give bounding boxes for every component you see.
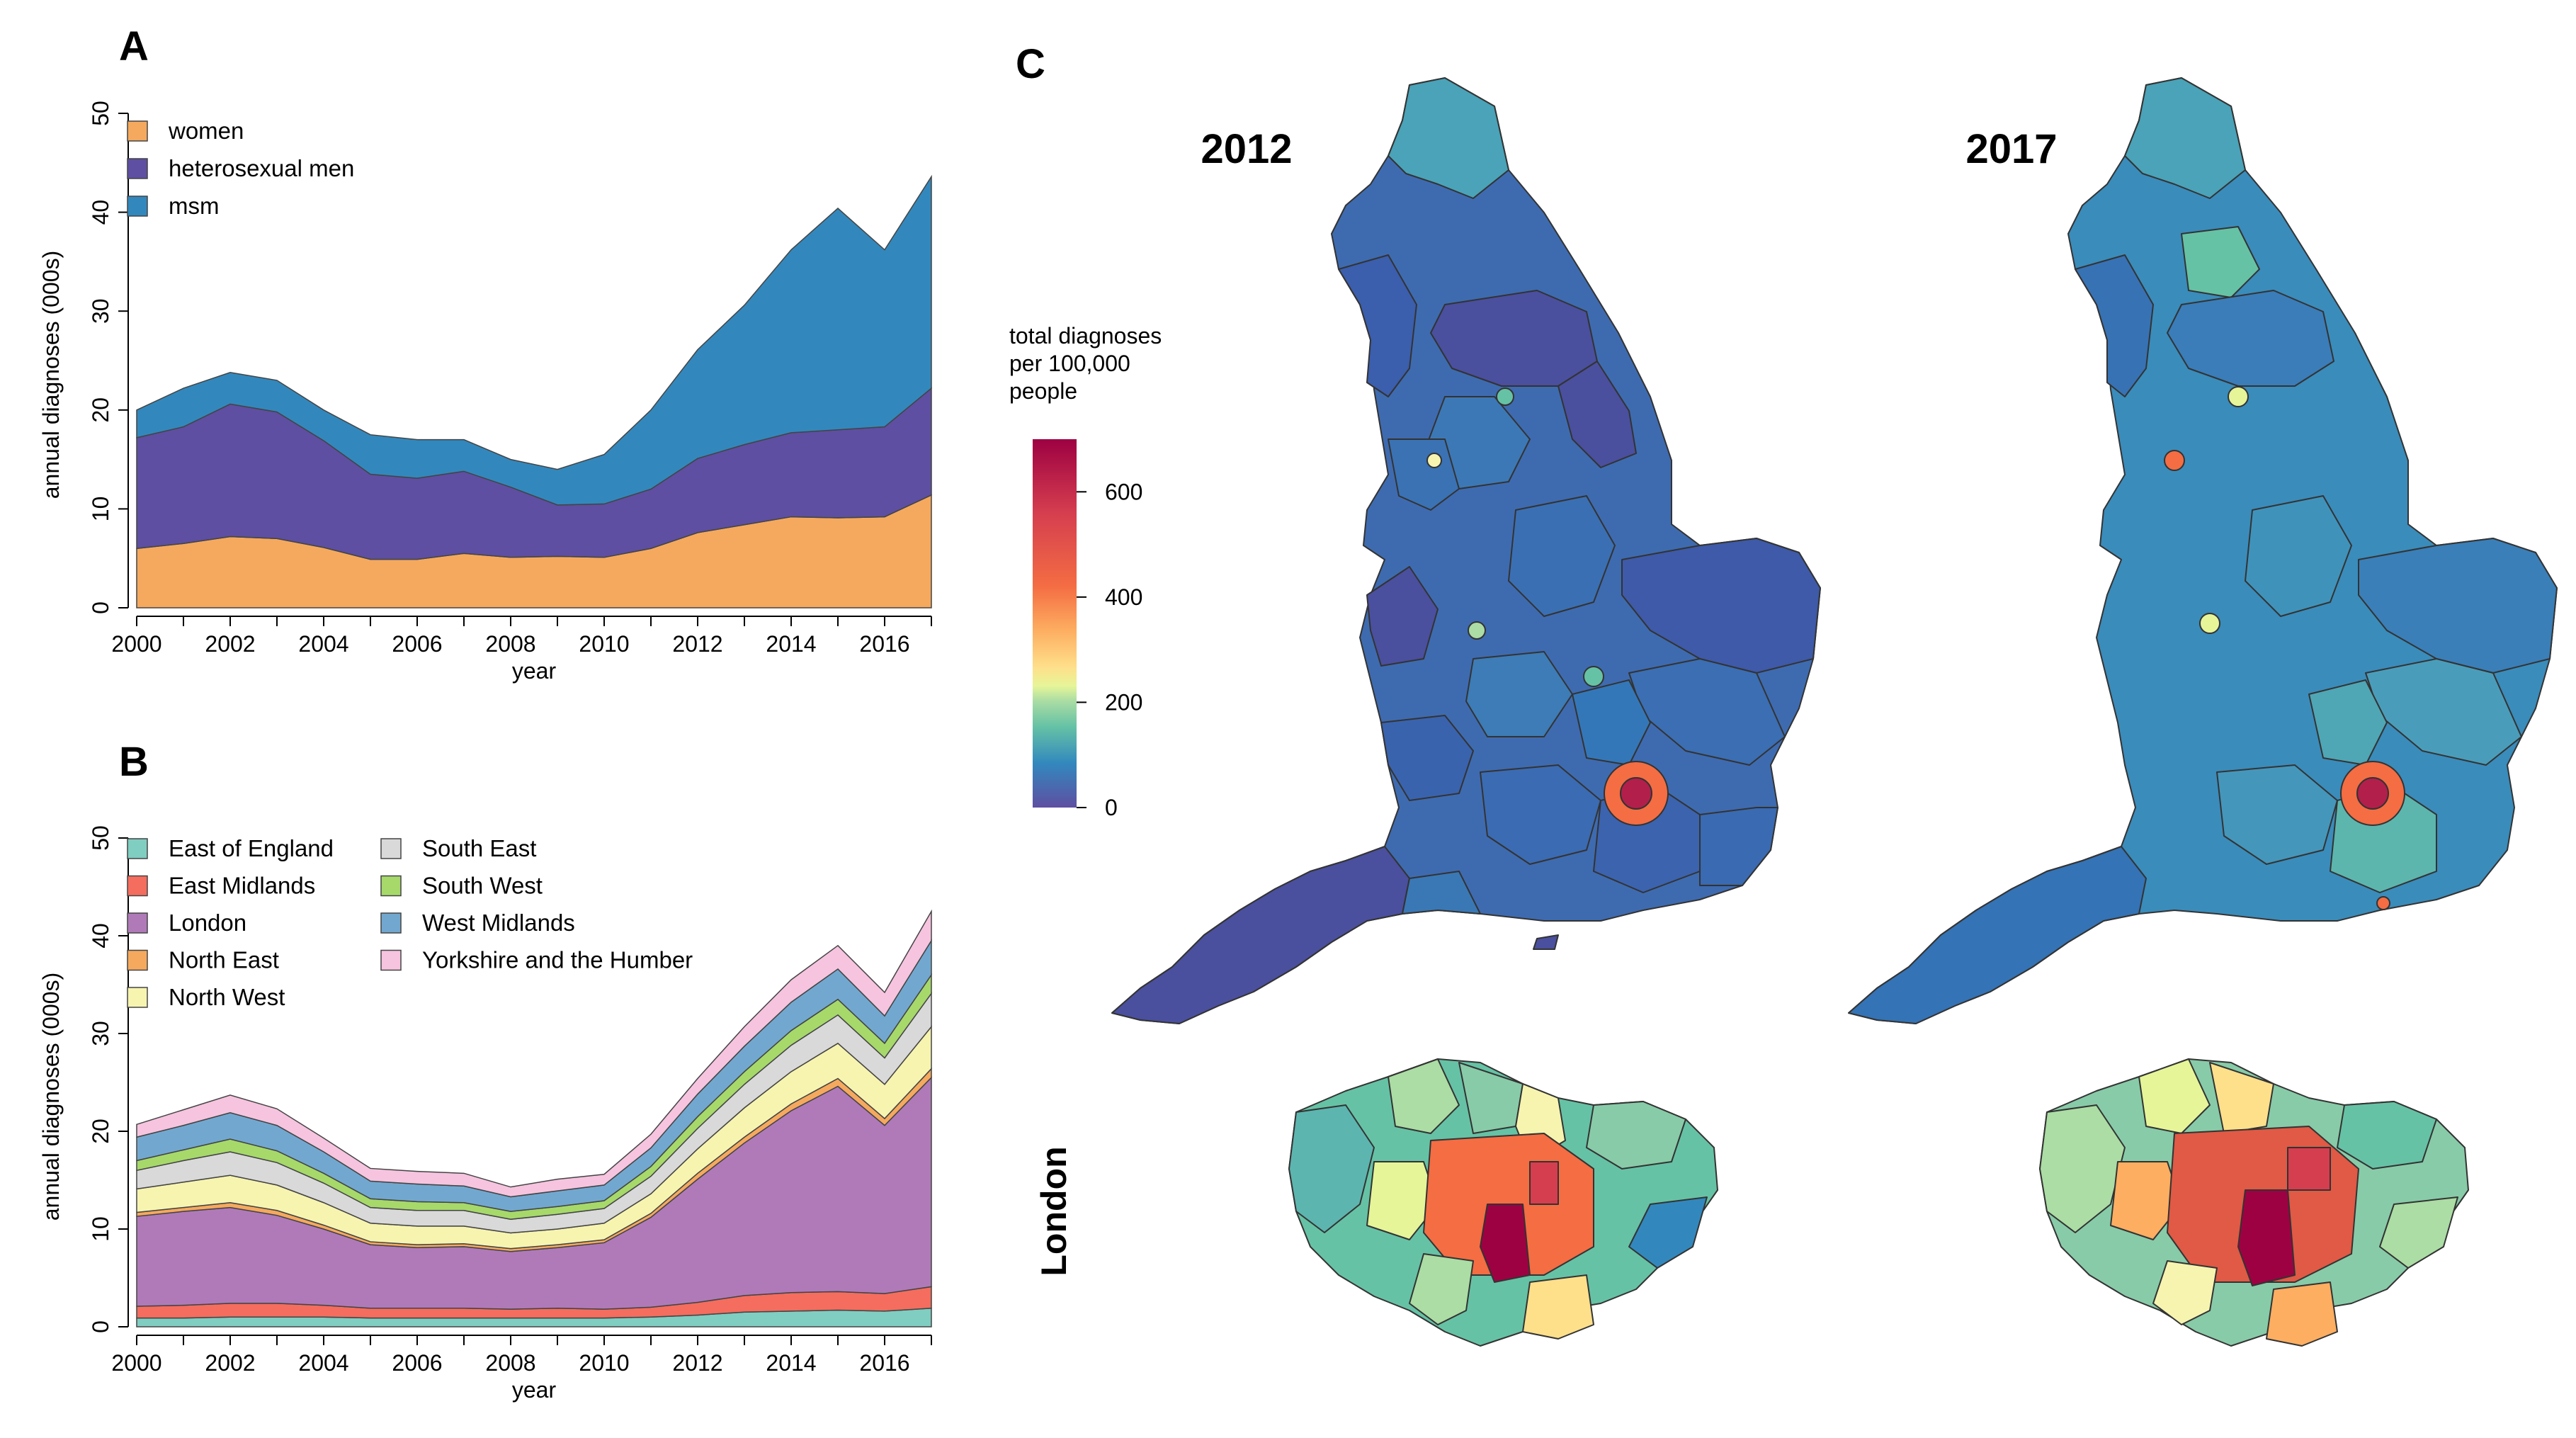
- y-tick-label-40: 40: [88, 923, 113, 949]
- x-tick-label-2008: 2008: [485, 631, 535, 657]
- area-msm: [136, 174, 932, 506]
- x-tick-label-2014: 2014: [766, 631, 816, 657]
- legend-swatch-east-of-england: [127, 838, 148, 859]
- colorbar-title-line-1: total diagnoses: [1009, 323, 1162, 349]
- map-year-2017: 2017: [1965, 126, 2057, 172]
- x-tick-label-2010: 2010: [579, 631, 629, 657]
- london-inset-2017: [2039, 1058, 2469, 1347]
- y-tick-label-20: 20: [88, 1119, 113, 1144]
- x-tick-label-2008: 2008: [485, 1350, 535, 1376]
- y-tick-label-20: 20: [88, 397, 113, 423]
- legend-label-women: women: [168, 118, 244, 144]
- y-tick-label-10: 10: [88, 1216, 113, 1242]
- y-tick-label-50: 50: [88, 101, 113, 126]
- panel-c-letter: C: [1016, 41, 1045, 87]
- x-tick-label-2000: 2000: [111, 631, 161, 657]
- panel-a-chart: 2000 2002 2004 2006 2008 2010 2012 2014 2016 0 10 2…: [38, 101, 932, 684]
- colorbar-title-line-2: per 100,000: [1009, 351, 1130, 376]
- legend-swatch-south-west: [380, 875, 402, 897]
- x-tick-label-2004: 2004: [298, 1350, 348, 1376]
- colorbar-tick-label-200: 200: [1105, 689, 1142, 715]
- x-tick-label-2006: 2006: [392, 1350, 442, 1376]
- england-map-2012: [1111, 77, 1821, 1024]
- panel-a-letter: A: [119, 23, 149, 69]
- x-tick-label-2014: 2014: [766, 1350, 816, 1376]
- x-axis-title: year: [512, 658, 557, 684]
- y-tick-label-30: 30: [88, 1021, 113, 1046]
- x-tick-label-2016: 2016: [859, 1350, 909, 1376]
- legend-swatch-south-east: [380, 838, 402, 859]
- london-inset-label: London: [1034, 1146, 1074, 1276]
- legend-label-yorkshire-and-the-humber: Yorkshire and the Humber: [422, 947, 693, 973]
- england-map-2017: [1848, 77, 2558, 1024]
- legend-label-south-west: South West: [422, 873, 543, 899]
- x-tick-label-2002: 2002: [205, 1350, 255, 1376]
- area-yorkshire-and-the-humber: [136, 909, 932, 1198]
- legend-label-east-of-england: East of England: [169, 835, 334, 861]
- colorbar-gradient: [1033, 439, 1077, 808]
- london-inset-2012: [1288, 1058, 1718, 1347]
- x-tick-label-2012: 2012: [672, 1350, 722, 1376]
- x-tick-label-2012: 2012: [672, 631, 722, 657]
- legend-swatch-north-east: [127, 949, 148, 971]
- colorbar: total diagnoses per 100,000 people 0 200 4…: [1009, 323, 1162, 820]
- legend-label-heterosexual-men: heterosexual men: [169, 155, 354, 181]
- map-year-2012: 2012: [1201, 126, 1292, 172]
- x-tick-label-2004: 2004: [298, 631, 348, 657]
- legend-swatch-london: [127, 912, 148, 934]
- x-tick-label-2000: 2000: [111, 1350, 161, 1376]
- legend-label-north-west: North West: [169, 984, 285, 1010]
- legend-label-west-midlands: West Midlands: [422, 910, 575, 936]
- legend-swatch-heterosexual-men: [127, 158, 148, 179]
- panel-b-chart: 2000 2002 2004 2006 2008 2010 2012 2014 2016 0 10 2…: [38, 825, 932, 1403]
- x-axis-title: year: [512, 1377, 557, 1403]
- y-axis-title: annual diagnoses (000s): [38, 973, 64, 1221]
- legend-label-msm: msm: [169, 193, 219, 219]
- y-tick-label-40: 40: [88, 200, 113, 225]
- legend-swatch-west-midlands: [380, 912, 402, 934]
- y-tick-label-0: 0: [88, 1320, 113, 1333]
- colorbar-tick-label-400: 400: [1105, 584, 1142, 610]
- legend-label-east-midlands: East Midlands: [169, 873, 315, 899]
- y-tick-label-50: 50: [88, 825, 113, 851]
- colorbar-tick-label-600: 600: [1105, 479, 1142, 504]
- colorbar-tick-label-0: 0: [1105, 795, 1118, 820]
- legend-swatch-north-west: [127, 987, 148, 1008]
- legend-swatch-yorkshire-and-the-humber: [380, 949, 402, 971]
- y-tick-label-30: 30: [88, 298, 113, 324]
- panel-b-letter: B: [119, 739, 149, 785]
- x-tick-label-2016: 2016: [859, 631, 909, 657]
- legend-swatch-women: [127, 120, 148, 142]
- legend-label-london: London: [169, 910, 246, 936]
- x-tick-label-2006: 2006: [392, 631, 442, 657]
- x-tick-label-2010: 2010: [579, 1350, 629, 1376]
- panel-c-maps: 2012 2017 total diagnoses per 100,000 pe…: [1009, 77, 2558, 1347]
- y-tick-label-10: 10: [88, 497, 113, 522]
- legend-swatch-east-midlands: [127, 875, 148, 897]
- legend-label-south-east: South East: [422, 835, 536, 861]
- y-tick-label-0: 0: [88, 601, 113, 614]
- legend-swatch-msm: [127, 196, 148, 217]
- legend-label-north-east: North East: [169, 947, 279, 973]
- y-axis-title: annual diagnoses (000s): [38, 251, 64, 499]
- colorbar-title-line-3: people: [1009, 378, 1077, 404]
- x-tick-label-2002: 2002: [205, 631, 255, 657]
